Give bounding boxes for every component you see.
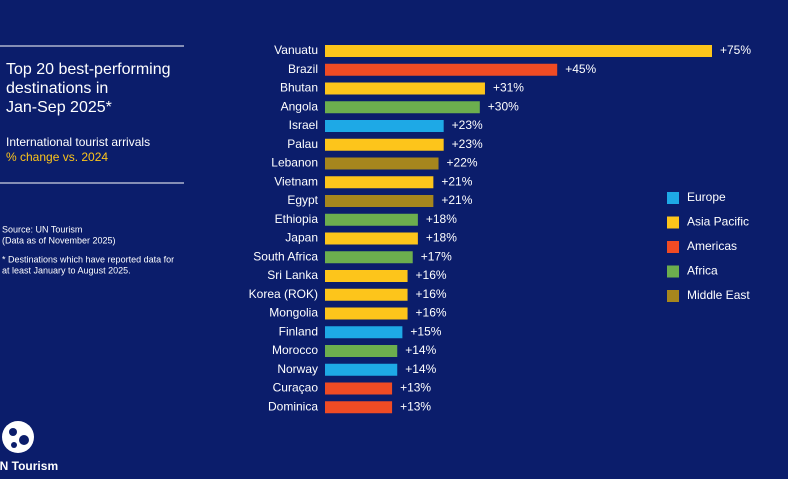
note: (Data as of November 2025) [2,235,116,245]
bar [325,157,439,170]
bar [325,45,712,57]
value-label: +14% [405,362,436,376]
chart-title: Top 20 best-performing destinations in Jan… [6,61,171,116]
bar [325,138,444,151]
category-label: Vanuatu [274,43,318,57]
category-label: Norway [277,362,318,376]
bar [325,270,408,282]
legend-swatch [667,241,679,253]
value-label: +75% [720,43,751,57]
legend-swatch [667,192,679,204]
value-label: +16% [416,287,447,301]
category-label: Morocco [272,343,318,357]
measure: % change vs. 2024 [6,150,108,164]
category-label: Curaçao [273,381,319,395]
category-label: South Africa [253,249,318,263]
bar [325,326,403,339]
value-label: +18% [426,231,457,245]
bar [325,213,418,226]
bar [325,382,393,395]
value-label: +16% [416,306,447,320]
category-label: Korea (ROK) [249,287,318,301]
category-label: Finland [279,324,318,338]
category-label: Egypt [287,193,318,207]
bar [325,401,393,414]
legend-label: Asia Pacific [687,215,749,229]
value-label: +22% [447,156,478,170]
note: * Destinations which have reported data … [2,254,174,264]
category-label: Ethiopia [275,212,319,226]
bar [325,363,398,376]
bar [325,345,398,357]
logo-text: UN Tourism [0,459,58,473]
legend-label: Americas [687,239,737,253]
bar [325,307,408,320]
category-label: Dominica [268,399,318,413]
category-label: Brazil [288,62,318,76]
category-label: Angola [281,99,319,113]
legend-label: Africa [687,264,718,278]
category-label: Japan [285,231,318,245]
bar [325,232,418,245]
legend-swatch [667,216,679,229]
value-label: +16% [416,268,447,282]
bar [325,288,408,301]
value-label: +18% [426,212,457,226]
category-label: Vietnam [274,174,318,188]
category-label: Israel [289,118,318,132]
bar [325,82,485,95]
subtitle: International tourist arrivals [6,135,150,149]
value-label: +23% [452,118,483,132]
legend-swatch [667,265,679,278]
bar [325,195,434,207]
note: at least January to August 2025. [2,265,131,275]
legend-swatch [667,290,679,302]
bar [325,63,558,76]
value-label: +23% [452,137,483,151]
value-label: +30% [488,99,519,113]
legend-label: Europe [687,190,726,204]
category-label: Sri Lanka [267,268,318,282]
value-label: +21% [441,193,472,207]
bar [325,251,413,264]
category-label: Bhutan [280,81,318,95]
note: Source: UN Tourism [2,224,82,234]
value-label: +13% [400,399,431,413]
value-label: +17% [421,249,452,263]
bar [325,176,434,189]
logo-icon [2,421,34,453]
category-label: Mongolia [269,306,318,320]
value-label: +15% [410,324,441,338]
value-label: +13% [400,381,431,395]
value-label: +21% [441,174,472,188]
bar [325,101,480,114]
value-label: +45% [565,62,596,76]
value-label: +31% [493,81,524,95]
legend-label: Middle East [687,288,750,302]
bar [325,120,444,132]
value-label: +14% [405,343,436,357]
category-label: Lebanon [271,156,318,170]
category-label: Palau [287,137,318,151]
